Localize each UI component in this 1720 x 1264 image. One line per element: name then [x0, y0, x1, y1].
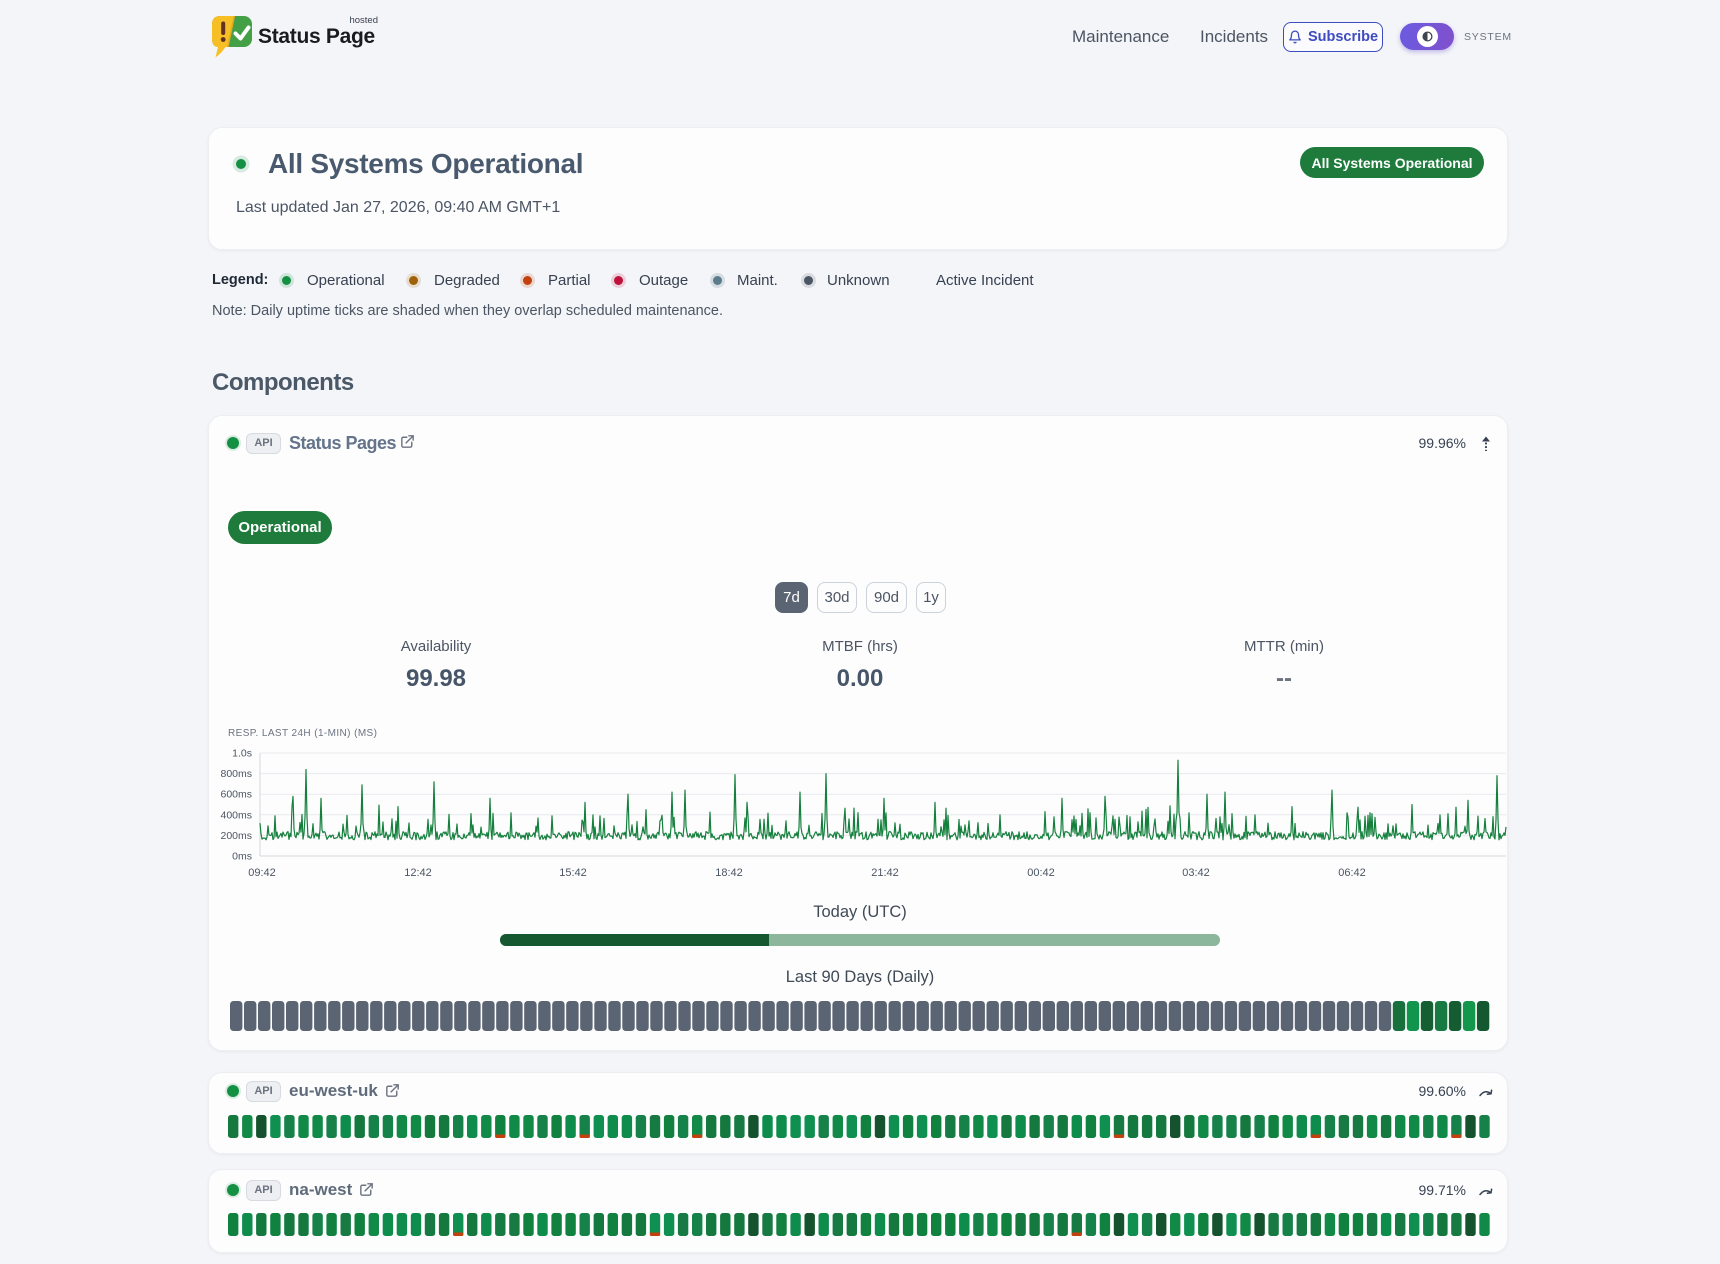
- svg-text:00:42: 00:42: [1027, 867, 1055, 879]
- svg-text:600ms: 600ms: [220, 789, 252, 801]
- svg-text:800ms: 800ms: [220, 768, 252, 780]
- svg-text:400ms: 400ms: [220, 809, 252, 821]
- svg-text:15:42: 15:42: [559, 867, 587, 879]
- svg-text:21:42: 21:42: [871, 867, 899, 879]
- svg-text:06:42: 06:42: [1338, 867, 1366, 879]
- svg-text:03:42: 03:42: [1182, 867, 1210, 879]
- svg-text:200ms: 200ms: [220, 830, 252, 842]
- svg-text:18:42: 18:42: [715, 867, 743, 879]
- svg-text:12:42: 12:42: [404, 867, 432, 879]
- svg-text:1.0s: 1.0s: [232, 748, 252, 760]
- svg-text:09:42: 09:42: [248, 867, 276, 879]
- svg-text:0ms: 0ms: [232, 851, 252, 863]
